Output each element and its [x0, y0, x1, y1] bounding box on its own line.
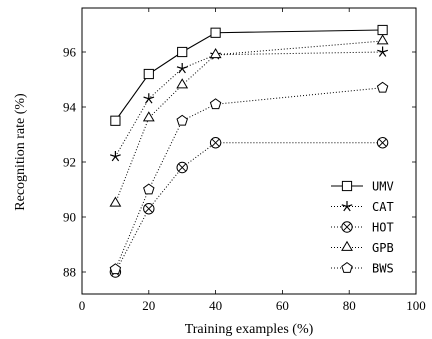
legend-label: HOT: [372, 221, 394, 235]
x-tick-label: 20: [142, 298, 155, 313]
star-arm: [178, 68, 183, 74]
series-cat: [109, 46, 389, 162]
data-point-triangle: [376, 34, 389, 45]
data-point-pentagon: [341, 261, 353, 273]
data-point-triangle: [341, 240, 353, 251]
star-arm: [382, 51, 387, 57]
star-arm: [341, 204, 348, 208]
series-umv: [110, 24, 388, 126]
star-arm: [181, 68, 186, 74]
legend-entry-cat: CAT: [331, 200, 394, 214]
data-point-circle-x: [143, 203, 155, 215]
x-tick-label: 40: [209, 298, 222, 313]
data-point-square: [143, 68, 154, 80]
data-point-circle-x: [376, 137, 389, 149]
star-arm: [145, 98, 150, 104]
series-line: [114, 142, 383, 273]
series-line: [114, 51, 383, 157]
data-point-circle-x: [209, 137, 222, 149]
data-point-square: [110, 115, 121, 126]
star-arm: [182, 66, 188, 70]
circle-x-stroke: [378, 138, 387, 147]
star-arm: [377, 49, 383, 53]
x-tick-label: 80: [343, 298, 356, 313]
data-point-star: [341, 201, 353, 212]
star-arm: [111, 156, 116, 162]
plot-frame: [81, 7, 417, 295]
data-point-square: [177, 46, 188, 58]
circle-x-stroke: [178, 163, 187, 172]
data-point-star: [143, 93, 155, 104]
y-tick-label: 96: [63, 45, 77, 60]
star-arm: [382, 49, 389, 53]
star-arm: [346, 206, 351, 212]
legend-label: GPB: [372, 241, 394, 255]
y-tick-label: 94: [63, 100, 77, 115]
data-point-star: [377, 46, 389, 57]
star-arm: [114, 156, 120, 162]
star-arm: [343, 206, 348, 212]
data-point-triangle: [176, 78, 189, 89]
y-axis-title: Recognition rate (%): [13, 93, 28, 211]
star-arm: [143, 96, 149, 100]
series-line: [114, 29, 383, 122]
data-point-circle-x: [176, 161, 188, 174]
legend-label: UMV: [372, 180, 394, 194]
data-point-pentagon: [176, 114, 188, 126]
x-axis-title: Training examples (%): [185, 322, 314, 337]
series-line: [114, 40, 383, 204]
data-point-triangle: [209, 47, 222, 59]
circle-x-stroke: [211, 138, 220, 147]
star-arm: [176, 66, 183, 70]
y-tick-label: 92: [63, 155, 76, 170]
legend-entry-bws: BWS: [331, 262, 394, 276]
series-line: [114, 87, 383, 270]
data-point-pentagon: [143, 183, 155, 195]
x-tick-label: 0: [79, 298, 86, 313]
data-point-pentagon: [109, 263, 122, 275]
star-arm: [148, 96, 155, 100]
data-point-square: [341, 180, 353, 192]
legend-label: BWS: [372, 262, 394, 276]
data-point-square: [377, 24, 388, 36]
star-arm: [148, 98, 153, 104]
star-arm: [115, 154, 121, 158]
data-point-triangle: [109, 196, 122, 207]
star-arm: [109, 154, 116, 158]
y-tick-label: 90: [63, 210, 76, 225]
data-point-star: [109, 151, 121, 162]
x-tick-label: 60: [276, 298, 289, 313]
data-point-circle-x: [341, 221, 353, 233]
data-point-star: [176, 63, 188, 74]
data-point-pentagon: [209, 98, 222, 110]
legend-entry-umv: UMV: [331, 180, 394, 194]
star-arm: [346, 204, 353, 208]
series-bws: [109, 81, 389, 275]
star-arm: [378, 51, 384, 57]
data-point-square: [210, 27, 221, 38]
legend-entry-hot: HOT: [331, 221, 394, 235]
data-point-triangle: [142, 111, 155, 122]
y-tick-label: 88: [63, 265, 76, 280]
series-gpb: [109, 34, 389, 207]
data-point-pentagon: [376, 81, 389, 93]
legend-entry-gpb: GPB: [331, 240, 394, 255]
legend-label: CAT: [372, 200, 394, 214]
circle-x-stroke: [342, 222, 352, 232]
circle-x-stroke: [144, 204, 153, 213]
x-tick-label: 100: [406, 298, 426, 313]
